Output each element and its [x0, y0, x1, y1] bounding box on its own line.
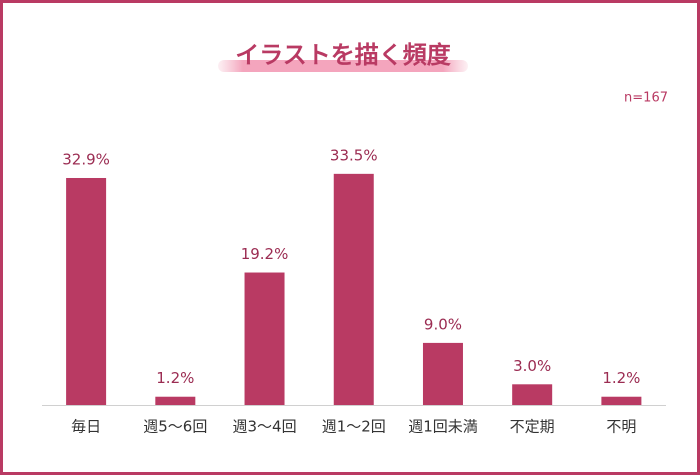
bar: [244, 272, 285, 405]
x-tick-label: 週3～4回: [232, 418, 296, 436]
value-label: 3.0%: [513, 357, 551, 375]
value-label: 1.2%: [602, 369, 640, 387]
title-highlight: [218, 60, 468, 72]
x-tick-label: 毎日: [71, 418, 101, 436]
chart-title: イラストを描く頻度: [235, 41, 452, 69]
x-tick-label: 週1～2回: [322, 418, 386, 436]
value-label: 9.0%: [424, 315, 462, 333]
bar: [155, 396, 196, 405]
bar: [512, 384, 553, 405]
x-tick-label: 不定期: [510, 418, 555, 436]
x-tick-label: 週5～6回: [143, 418, 207, 436]
bar: [66, 177, 107, 405]
value-label: 1.2%: [156, 369, 194, 387]
value-label: 33.5%: [330, 146, 378, 164]
bar: [422, 342, 463, 405]
value-label: 19.2%: [241, 245, 289, 263]
sample-size: n=167: [624, 91, 668, 106]
x-tick-label: 週1回未満: [408, 418, 478, 436]
bar: [601, 396, 642, 405]
value-label: 32.9%: [62, 150, 110, 168]
x-tick-label: 不明: [606, 418, 636, 436]
bar: [333, 173, 374, 405]
